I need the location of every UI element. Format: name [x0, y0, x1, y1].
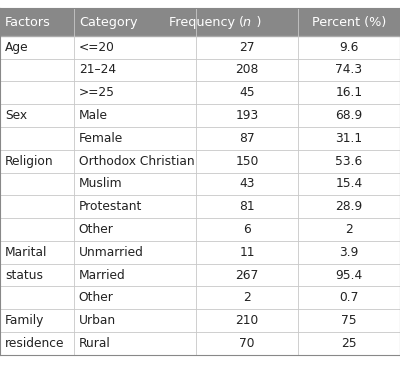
Bar [0, 309, 400, 332]
Bar [0, 104, 400, 127]
Text: Factors: Factors [5, 16, 51, 29]
Text: Percent (%): Percent (%) [312, 16, 386, 29]
Text: 70: 70 [239, 337, 255, 350]
Bar [0, 173, 400, 195]
Text: 95.4: 95.4 [335, 269, 363, 282]
Text: Male: Male [79, 109, 108, 122]
Text: 210: 210 [235, 314, 259, 327]
Text: 81: 81 [239, 200, 255, 213]
Text: Rural: Rural [79, 337, 110, 350]
Text: Religion: Religion [5, 155, 54, 168]
Text: 9.6: 9.6 [339, 41, 359, 54]
Text: 27: 27 [239, 41, 255, 54]
Bar [0, 36, 400, 59]
Text: n: n [243, 16, 251, 29]
Bar [0, 59, 400, 82]
Bar [0, 150, 400, 173]
Text: 16.1: 16.1 [336, 86, 362, 99]
Text: Orthodox Christian: Orthodox Christian [79, 155, 194, 168]
Text: 43: 43 [239, 178, 255, 190]
Text: Other: Other [79, 291, 114, 304]
Text: 11: 11 [239, 246, 255, 259]
Text: Frequency (: Frequency ( [170, 16, 247, 29]
Text: 3.9: 3.9 [339, 246, 359, 259]
Text: 150: 150 [235, 155, 259, 168]
Bar [0, 287, 400, 309]
Text: 193: 193 [235, 109, 259, 122]
Bar [0, 332, 400, 355]
Text: Urban: Urban [79, 314, 116, 327]
Text: <=20: <=20 [79, 41, 115, 54]
Text: Category: Category [79, 16, 137, 29]
Text: Age: Age [5, 41, 28, 54]
Bar [0, 127, 400, 150]
Text: Family: Family [5, 314, 44, 327]
Text: 74.3: 74.3 [336, 64, 362, 77]
Text: 0.7: 0.7 [339, 291, 359, 304]
Text: Other: Other [79, 223, 114, 236]
Text: 15.4: 15.4 [335, 178, 363, 190]
Bar [0, 241, 400, 264]
Text: 45: 45 [239, 86, 255, 99]
Text: 28.9: 28.9 [335, 200, 363, 213]
Bar [0, 82, 400, 104]
Text: >=25: >=25 [79, 86, 115, 99]
Text: Female: Female [79, 132, 123, 145]
Text: 75: 75 [341, 314, 357, 327]
Text: 68.9: 68.9 [335, 109, 363, 122]
Text: residence: residence [5, 337, 64, 350]
Text: 25: 25 [341, 337, 357, 350]
Text: 53.6: 53.6 [335, 155, 363, 168]
Text: 21–24: 21–24 [79, 64, 116, 77]
Text: Unmarried: Unmarried [79, 246, 144, 259]
Bar [0, 218, 400, 241]
Text: 31.1: 31.1 [336, 132, 362, 145]
Text: 2: 2 [345, 223, 353, 236]
Text: 208: 208 [235, 64, 259, 77]
Text: 6: 6 [243, 223, 251, 236]
Text: 267: 267 [235, 269, 259, 282]
Text: Sex: Sex [5, 109, 27, 122]
Bar [0, 264, 400, 287]
Text: Marital: Marital [5, 246, 47, 259]
Text: Married: Married [79, 269, 126, 282]
Text: status: status [5, 269, 43, 282]
Text: ): ) [254, 16, 262, 29]
Text: 2: 2 [243, 291, 251, 304]
Bar [0, 195, 400, 218]
Text: 87: 87 [239, 132, 255, 145]
Bar [0, 8, 400, 36]
Text: Muslim: Muslim [79, 178, 122, 190]
Text: Protestant: Protestant [79, 200, 142, 213]
